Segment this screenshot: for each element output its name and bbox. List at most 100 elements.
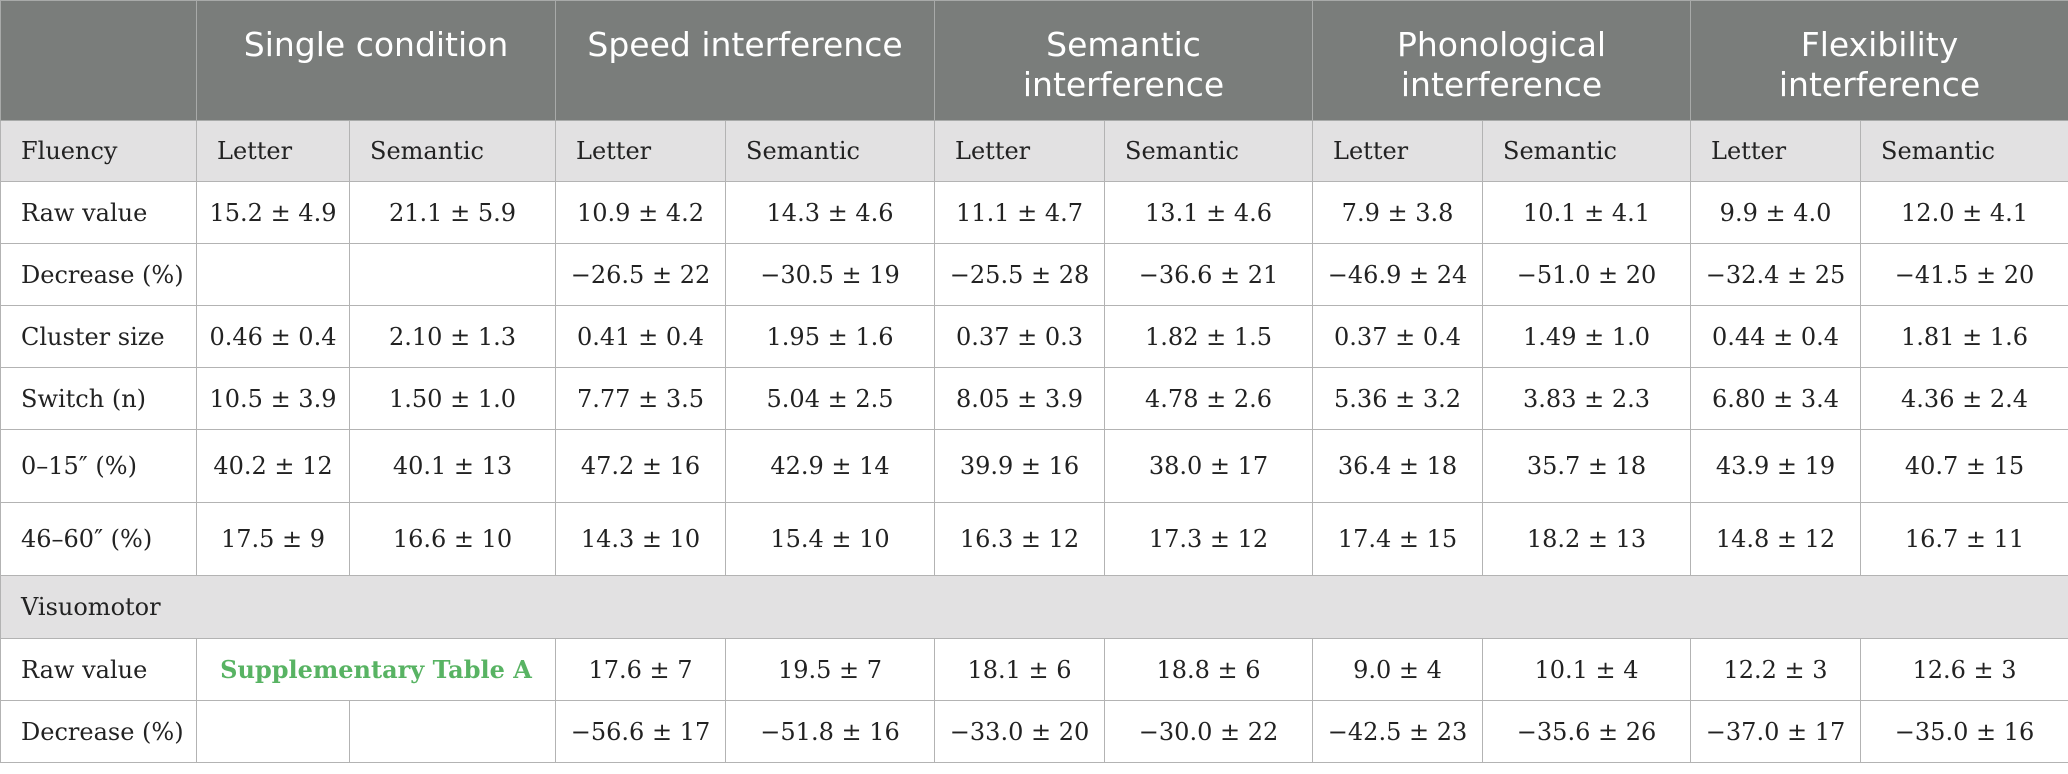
table-cell: 14.3 ± 4.6 [725,181,936,244]
table-cell: 17.6 ± 7 [555,638,727,701]
table-cell: 16.7 ± 11 [1860,502,2068,576]
table-cell: 15.4 ± 10 [725,502,936,576]
table-cell: 11.1 ± 4.7 [934,181,1106,244]
table-cell: 40.2 ± 12 [196,429,350,503]
table-cell: 7.77 ± 3.5 [555,367,727,430]
table-cell: −42.5 ± 23 [1312,700,1484,763]
table-cell: 13.1 ± 4.6 [1104,181,1314,244]
table-cell: 39.9 ± 16 [934,429,1106,503]
subheader-letter: Letter [1312,120,1484,182]
table-cell: 0.46 ± 0.4 [196,305,350,368]
table-cell: 14.8 ± 12 [1690,502,1862,576]
row-label: Decrease (%) [0,700,197,763]
table-cell: 36.4 ± 18 [1312,429,1484,503]
corner-cell [0,0,197,121]
table-cell: 5.04 ± 2.5 [725,367,936,430]
row-label: 0–15″ (%) [0,429,197,503]
subheader-semantic: Semantic [1104,120,1314,182]
table-cell [348,700,557,763]
table-cell: 43.9 ± 19 [1690,429,1862,503]
table-cell: −35.6 ± 26 [1482,700,1692,763]
table-cell [196,700,350,763]
table-cell: 12.0 ± 4.1 [1860,181,2068,244]
table-cell: 15.2 ± 4.9 [196,181,350,244]
table-row: Cluster size 0.46 ± 0.4 2.10 ± 1.3 0.41 … [0,305,2068,368]
table-cell: −35.0 ± 16 [1860,700,2068,763]
table-cell: 0.41 ± 0.4 [555,305,727,368]
group-header-speed: Speed interference [555,0,936,121]
table-cell: 18.2 ± 13 [1482,502,1692,576]
table-cell: −51.8 ± 16 [725,700,936,763]
table-cell: 18.1 ± 6 [934,638,1106,701]
table-row: Switch (n) 10.5 ± 3.9 1.50 ± 1.0 7.77 ± … [0,367,2068,430]
table-cell: 35.7 ± 18 [1482,429,1692,503]
table-cell: 6.80 ± 3.4 [1690,367,1862,430]
table-cell: 1.49 ± 1.0 [1482,305,1692,368]
table-cell: 0.44 ± 0.4 [1690,305,1862,368]
table-cell: 40.1 ± 13 [348,429,557,503]
table-row: Raw value 15.2 ± 4.9 21.1 ± 5.9 10.9 ± 4… [0,181,2068,244]
table-cell: 19.5 ± 7 [725,638,936,701]
table-row: Decrease (%) −26.5 ± 22 −30.5 ± 19 −25.5… [0,243,2068,306]
subheader-letter: Letter [1690,120,1862,182]
table-cell: −37.0 ± 17 [1690,700,1862,763]
table-cell: 4.78 ± 2.6 [1104,367,1314,430]
subheader-semantic: Semantic [725,120,936,182]
table-cell: 10.5 ± 3.9 [196,367,350,430]
table-cell: 5.36 ± 3.2 [1312,367,1484,430]
subheader-letter: Letter [196,120,350,182]
table-cell: 1.50 ± 1.0 [348,367,557,430]
table-cell: 1.95 ± 1.6 [725,305,936,368]
subheader-semantic: Semantic [348,120,557,182]
group-header-semantic: Semantic interference [934,0,1314,121]
row-label: Switch (n) [0,367,197,430]
table-cell: 0.37 ± 0.4 [1312,305,1484,368]
table-cell: −26.5 ± 22 [555,243,727,306]
group-header-flexibility: Flexibility interference [1690,0,2068,121]
table-row: Decrease (%) −56.6 ± 17 −51.8 ± 16 −33.0… [0,700,2068,763]
table-cell: 17.5 ± 9 [196,502,350,576]
table-cell: −25.5 ± 28 [934,243,1106,306]
table-row: Raw value Supplementary Table A 17.6 ± 7… [0,638,2068,701]
table-row: 46–60″ (%) 17.5 ± 9 16.6 ± 10 14.3 ± 10 … [0,502,2068,576]
subheader-semantic: Semantic [1860,120,2068,182]
group-header-phonological: Phonological interference [1312,0,1692,121]
section-label-visuomotor: Visuomotor [0,575,2068,639]
row-label: 46–60″ (%) [0,502,197,576]
table-cell: 12.2 ± 3 [1690,638,1862,701]
table-cell: 40.7 ± 15 [1860,429,2068,503]
row-label: Raw value [0,638,197,701]
subheader-letter: Letter [555,120,727,182]
table-cell [348,243,557,306]
supplementary-table-link[interactable]: Supplementary Table A [195,638,557,701]
table-cell: 17.4 ± 15 [1312,502,1484,576]
table-cell: 1.81 ± 1.6 [1860,305,2068,368]
table-cell: 7.9 ± 3.8 [1312,181,1484,244]
table-cell: 21.1 ± 5.9 [348,181,557,244]
table-cell: 1.82 ± 1.5 [1104,305,1314,368]
section-label-fluency: Fluency [0,120,197,182]
group-header-single: Single condition [195,0,557,121]
table-cell: 18.8 ± 6 [1104,638,1314,701]
table-cell: −30.0 ± 22 [1104,700,1314,763]
table-cell: −30.5 ± 19 [725,243,936,306]
subheader-letter: Letter [934,120,1106,182]
table-cell: −56.6 ± 17 [555,700,727,763]
table-cell: 14.3 ± 10 [555,502,727,576]
table-cell: 10.1 ± 4.1 [1482,181,1692,244]
table-cell: 47.2 ± 16 [555,429,727,503]
table-cell: 9.0 ± 4 [1312,638,1484,701]
visuomotor-section-row: Visuomotor [0,575,2068,639]
table-cell: 9.9 ± 4.0 [1690,181,1862,244]
table-cell: −46.9 ± 24 [1312,243,1484,306]
row-label: Raw value [0,181,197,244]
table-cell: −51.0 ± 20 [1482,243,1692,306]
table-row: 0–15″ (%) 40.2 ± 12 40.1 ± 13 47.2 ± 16 … [0,429,2068,503]
table-cell: 10.1 ± 4 [1482,638,1692,701]
row-label: Cluster size [0,305,197,368]
table-cell: −33.0 ± 20 [934,700,1106,763]
table-cell: 38.0 ± 17 [1104,429,1314,503]
subheader-semantic: Semantic [1482,120,1692,182]
table-cell: 42.9 ± 14 [725,429,936,503]
